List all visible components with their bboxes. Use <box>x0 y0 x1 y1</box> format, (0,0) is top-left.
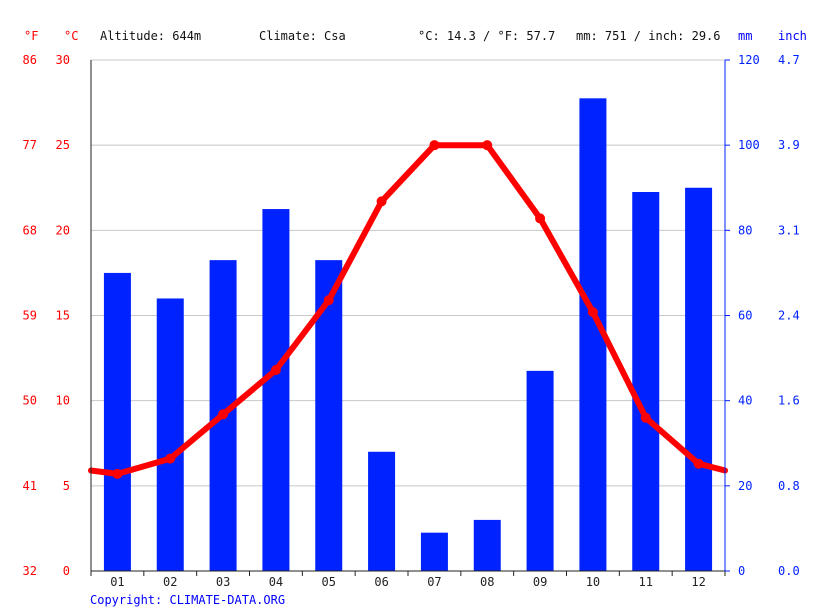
temperature-point <box>112 468 123 479</box>
temperature-summary: °C: 14.3 / °F: 57.7 <box>418 29 555 43</box>
temperature-point <box>218 409 229 420</box>
precipitation-bar <box>473 519 501 571</box>
temperature-point <box>429 140 440 151</box>
temperature-line-path <box>88 142 728 477</box>
altitude-label: Altitude: 644m <box>100 29 201 43</box>
fahrenheit-tick-label: 86 <box>23 53 37 67</box>
celsius-tick-label: 25 <box>56 138 70 152</box>
precipitation-bar <box>156 298 184 571</box>
precipitation-bar <box>368 451 396 571</box>
inch-unit-label: inch <box>778 29 807 43</box>
fahrenheit-tick-label: 77 <box>23 138 37 152</box>
precipitation-bar <box>262 209 290 571</box>
inch-tick-label: 3.1 <box>778 223 800 237</box>
month-label: 02 <box>163 575 177 589</box>
month-label: 08 <box>480 575 494 589</box>
mm-tick-label: 60 <box>738 309 752 323</box>
mm-tick-label: 40 <box>738 394 752 408</box>
month-label: 01 <box>110 575 124 589</box>
temperature-line <box>88 140 728 479</box>
precipitation-bar <box>420 532 448 571</box>
precipitation-bar <box>526 370 554 571</box>
precipitation-summary: mm: 751 / inch: 29.6 <box>576 29 721 43</box>
celsius-tick-label: 10 <box>56 394 70 408</box>
month-label: 07 <box>427 575 441 589</box>
temperature-point <box>587 307 598 318</box>
temperature-point <box>376 196 387 207</box>
mm-tick-label: 80 <box>738 223 752 237</box>
temperature-point <box>323 295 334 306</box>
month-label: 10 <box>586 575 600 589</box>
fahrenheit-tick-label: 59 <box>23 309 37 323</box>
temperature-point <box>535 213 546 224</box>
fahrenheit-tick-label: 50 <box>23 394 37 408</box>
fahrenheit-tick-label: 68 <box>23 223 37 237</box>
month-label: 09 <box>533 575 547 589</box>
inch-tick-label: 0.0 <box>778 564 800 578</box>
temperature-point <box>165 453 176 464</box>
month-label: 03 <box>216 575 230 589</box>
inch-tick-label: 4.7 <box>778 53 800 67</box>
celsius-unit-label: °C <box>64 29 78 43</box>
axes: 32 0 0 0.0 41 5 20 0.8 50 10 40 1.6 59 15 60 2.4 68 20 80 3… <box>23 53 800 589</box>
inch-tick-label: 2.4 <box>778 309 800 323</box>
temperature-point <box>270 365 281 376</box>
fahrenheit-unit-label: °F <box>24 29 38 43</box>
fahrenheit-tick-label: 41 <box>23 479 37 493</box>
temperature-point <box>640 412 651 423</box>
gridlines <box>91 59 725 487</box>
month-label: 04 <box>269 575 283 589</box>
inch-tick-label: 0.8 <box>778 479 800 493</box>
celsius-tick-label: 0 <box>63 564 70 578</box>
mm-unit-label: mm <box>738 29 752 43</box>
month-label: 11 <box>639 575 653 589</box>
copyright-text: Copyright: CLIMATE-DATA.ORG <box>90 593 285 607</box>
precipitation-bar <box>315 260 343 571</box>
celsius-tick-label: 20 <box>56 223 70 237</box>
mm-tick-label: 100 <box>738 138 760 152</box>
celsius-tick-label: 5 <box>63 479 70 493</box>
mm-tick-label: 20 <box>738 479 752 493</box>
month-label: 12 <box>691 575 705 589</box>
precipitation-bar <box>685 187 713 571</box>
mm-tick-label: 0 <box>738 564 745 578</box>
temperature-point <box>693 458 704 469</box>
celsius-tick-label: 15 <box>56 309 70 323</box>
month-label: 06 <box>374 575 388 589</box>
precipitation-bar <box>103 272 131 571</box>
inch-tick-label: 1.6 <box>778 394 800 408</box>
precipitation-bar <box>632 192 660 571</box>
inch-tick-label: 3.9 <box>778 138 800 152</box>
mm-tick-label: 120 <box>738 53 760 67</box>
climate-label: Climate: Csa <box>259 29 346 43</box>
fahrenheit-tick-label: 32 <box>23 564 37 578</box>
temperature-point <box>482 140 493 151</box>
month-label: 05 <box>322 575 336 589</box>
celsius-tick-label: 30 <box>56 53 70 67</box>
